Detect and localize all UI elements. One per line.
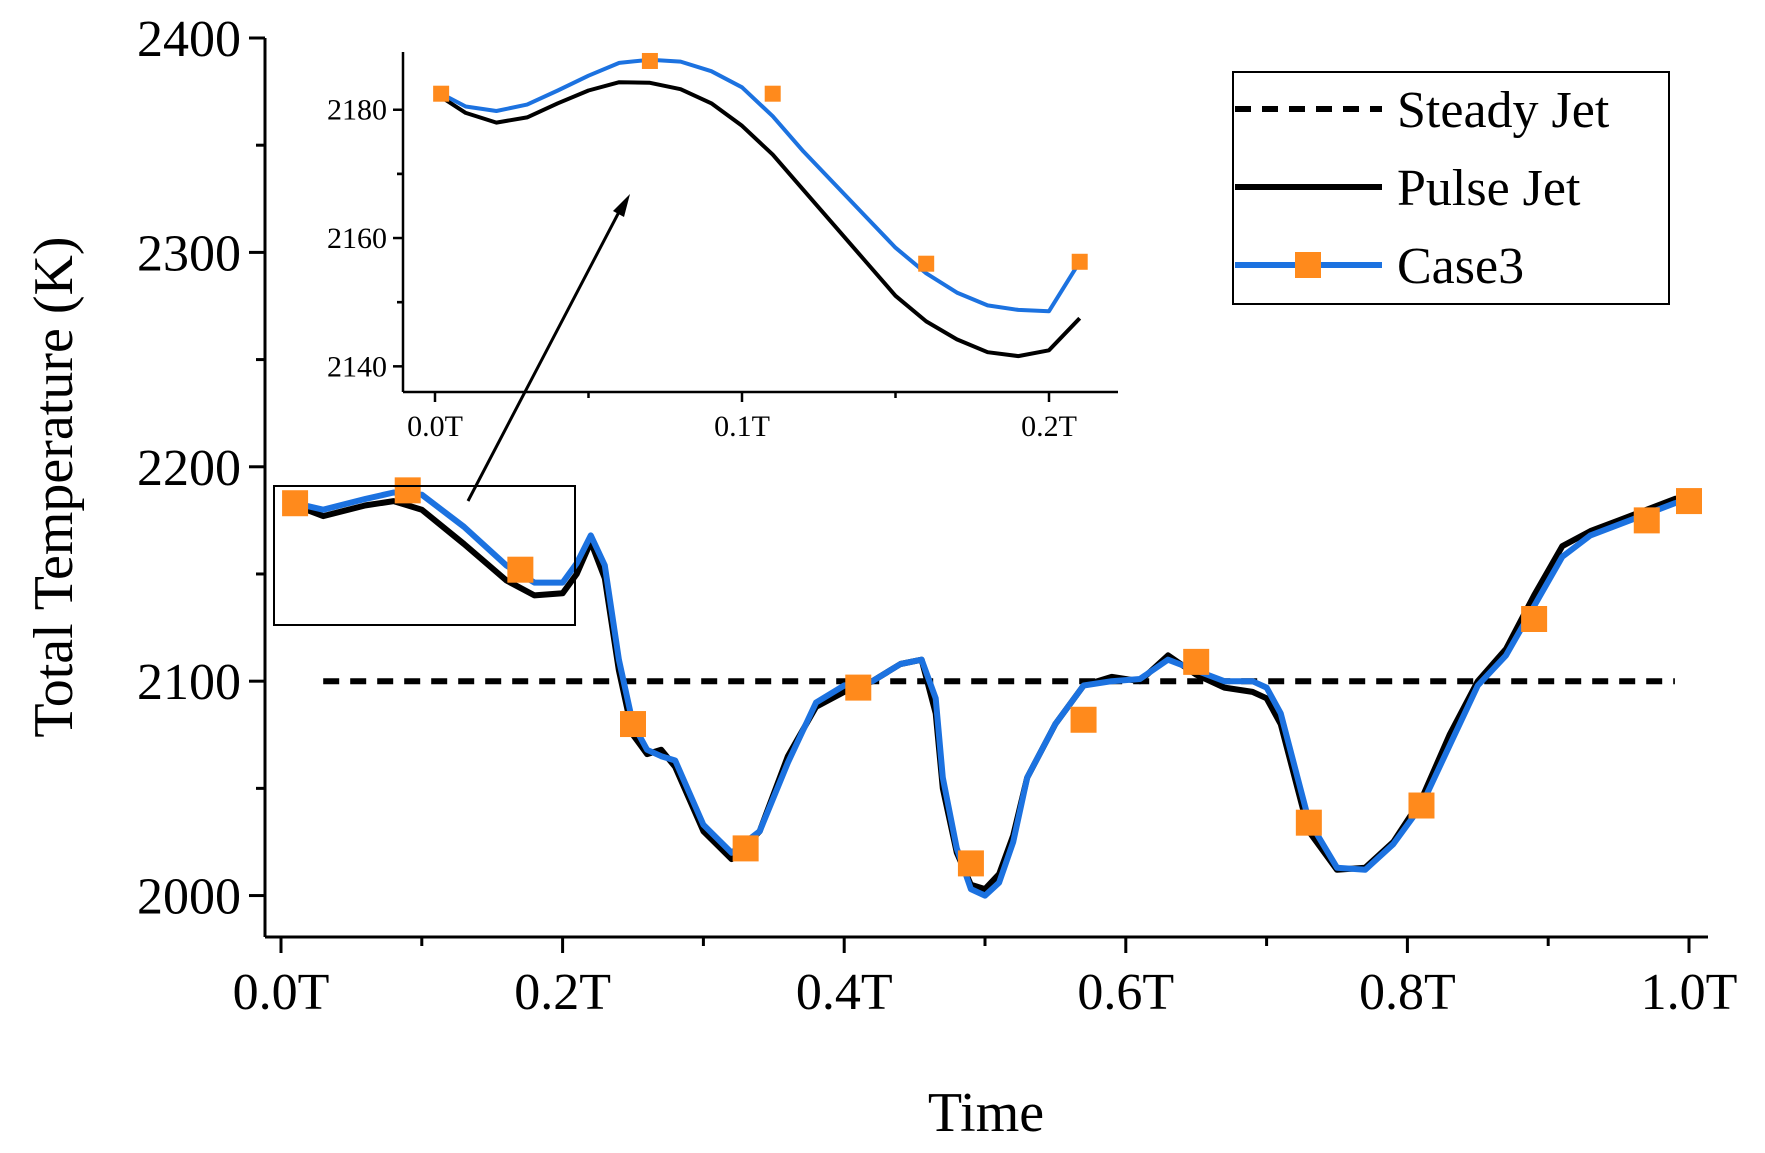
y-axis-title: Total Temperature (K): [23, 236, 85, 737]
main-ticks: 0.0T 0.2T 0.4T 0.6T 0.8T 1.0T 2000 2100 2200 2300…: [137, 11, 1737, 1021]
inset-series-marker-case3: [433, 85, 450, 102]
legend-steady-jet-label: Steady Jet: [1397, 82, 1610, 139]
x-tick-label: 0.4T: [796, 964, 893, 1021]
x-tick-label: 1.0T: [1641, 964, 1738, 1021]
series-marker-case3: [732, 835, 759, 862]
x-tick-label: 0.8T: [1359, 964, 1456, 1021]
zoom-arrowhead: [613, 194, 630, 217]
inset-y-tick-label: 2180: [327, 94, 387, 127]
main-series-layer: [282, 477, 1702, 899]
main-plot: 0.0T 0.2T 0.4T 0.6T 0.8T 1.0T 2000 2100 2200 2300…: [137, 11, 1737, 1021]
inset-series-line-case3: [440, 57, 1082, 314]
zoom-box: [273, 485, 576, 626]
inset-x-tick-label: 0.0T: [407, 410, 463, 443]
inset-y-tick-label: 2140: [327, 350, 387, 383]
inset-series-marker-case3: [764, 85, 781, 102]
inset-series-marker-case3: [641, 52, 658, 69]
x-axis-title: Time: [928, 1082, 1044, 1144]
y-tick-label: 2300: [137, 225, 241, 282]
series-marker-case3: [394, 477, 421, 504]
series-marker-case3: [1633, 507, 1660, 534]
inset-series-marker-case3: [1071, 253, 1088, 270]
series-marker-case3: [845, 674, 872, 701]
series-marker-case3: [1521, 605, 1548, 632]
series-marker-case3: [507, 556, 534, 583]
inset-ticks: 0.0T 0.1T 0.2T 2140 2160 2180: [327, 94, 1077, 443]
x-tick-label: 0.6T: [1077, 964, 1174, 1021]
inset-y-tick-label: 2160: [327, 222, 387, 255]
series-marker-case3: [1676, 488, 1702, 515]
inset-x-tick-label: 0.2T: [1021, 410, 1077, 443]
legend-case3-label: Case3: [1397, 238, 1524, 295]
inset-series-line-pulse-jet: [440, 80, 1082, 359]
inset-x-tick-label: 0.1T: [714, 410, 770, 443]
legend: Steady Jet Pulse Jet Case3: [1232, 71, 1670, 305]
y-tick-label: 2000: [137, 869, 241, 926]
series-line-case3: [294, 489, 1690, 899]
series-marker-case3: [1183, 648, 1210, 675]
series-marker-case3: [620, 711, 646, 738]
inset-series-marker-case3: [918, 255, 935, 272]
series-marker-case3: [1408, 792, 1435, 819]
zoom-arrow-line: [466, 209, 622, 502]
x-tick-label: 0.0T: [233, 964, 330, 1021]
inset-series-layer: [433, 52, 1088, 359]
series-marker-case3: [282, 490, 309, 517]
series-marker-case3: [1070, 706, 1097, 733]
y-tick-label: 2200: [137, 440, 241, 497]
x-tick-label: 0.2T: [514, 964, 611, 1021]
legend-case3-marker: [1295, 252, 1321, 278]
inset-plot: 0.0T 0.1T 0.2T 2140 2160 2180: [327, 52, 1118, 443]
series-marker-case3: [1295, 809, 1322, 836]
legend-pulse-jet-label: Pulse Jet: [1397, 160, 1581, 217]
y-tick-label: 2400: [137, 11, 241, 68]
y-tick-label: 2100: [137, 654, 241, 711]
series-line-pulse-jet: [294, 493, 1690, 893]
series-marker-case3: [957, 850, 984, 877]
